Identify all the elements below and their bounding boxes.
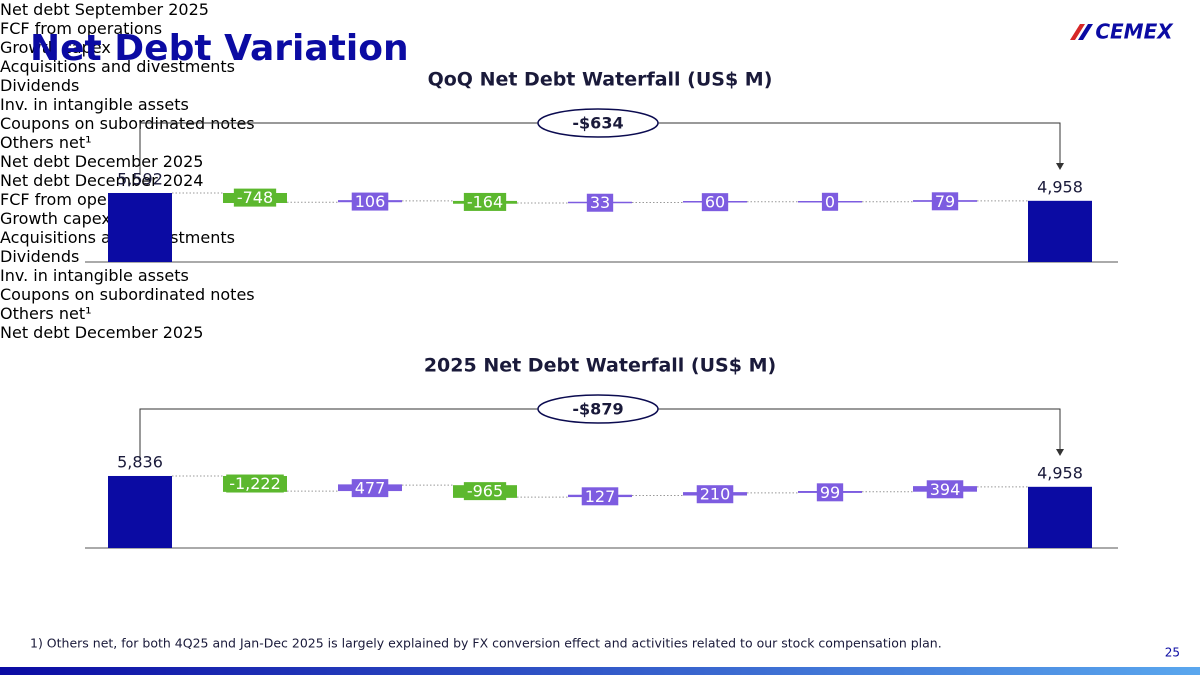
category-label: FCF from operations [0,19,163,38]
value-label: 5,836 [117,452,163,471]
value-label-box [581,487,619,506]
value-label-box [586,193,614,212]
category-label: Net debt December 2024 [0,171,204,190]
value-label-box [351,479,389,498]
value-label: 477 [355,479,386,498]
value-label-box [351,192,389,211]
bar [1028,486,1092,548]
bottom-bar [0,667,1200,675]
category-label: Growth capex [0,209,111,228]
annotation: -$879 [572,400,623,419]
logo-mark [1070,24,1093,40]
value-label-box [463,192,507,211]
category-label: Inv. in intangible assets [0,95,189,114]
category-label: Others net¹ [0,133,92,152]
value-label-box [931,192,959,211]
value-label-box [926,480,964,499]
value-label: 33 [590,193,610,212]
category-label: Inv. in intangible assets [0,266,189,285]
value-label: -965 [467,482,503,501]
value-label-box [226,474,284,493]
category-label: Dividends [0,76,80,95]
page-number: 25 [1165,646,1180,660]
annotation-oval [537,394,659,424]
value-label-box [233,188,277,207]
category-label: Acquisitions and divestments [0,57,235,76]
value-label: 210 [700,485,731,504]
category-label: Dividends [0,247,80,266]
value-label: 106 [355,192,386,211]
value-label: -748 [237,188,273,207]
value-label: -1,222 [229,474,281,493]
logo: CEMEX [1095,20,1174,44]
value-label-box [463,482,507,501]
value-label-box [696,485,734,504]
arrow-head [1056,449,1064,456]
value-label: 79 [935,192,955,211]
value-label: 4,958 [1037,177,1083,196]
category-label: Coupons on subordinated notes [0,285,255,304]
category-label: Coupons on subordinated notes [0,114,255,133]
value-label: 5,592 [117,169,163,188]
value-label: 99 [820,483,840,502]
bar [1028,200,1092,262]
chart-title: QoQ Net Debt Waterfall (US$ M) [428,69,773,91]
category-label: Net debt December 2025 [0,152,204,171]
value-label: 127 [585,487,616,506]
footnote: 1) Others net, for both 4Q25 and Jan-Dec… [30,636,942,651]
annotation-oval [537,108,659,138]
bar [108,475,172,548]
value-label-box [816,483,844,502]
value-label: 60 [705,193,725,212]
value-label: 4,958 [1037,463,1083,482]
value-label-box [701,193,729,212]
category-label: Others net¹ [0,304,92,323]
value-label-box [821,192,839,211]
bar [108,192,172,262]
annotation: -$634 [572,114,623,133]
category-label: Growth capex [0,38,111,57]
category-label: Net debt September 2025 [0,0,209,19]
category-label: Net debt December 2025 [0,323,204,342]
value-label: 394 [930,480,961,499]
value-label: -164 [467,192,503,211]
arrow-head [1056,163,1064,170]
chart-title: 2025 Net Debt Waterfall (US$ M) [424,355,776,377]
value-label: 0 [825,192,835,211]
slide-title: Net Debt Variation [30,28,409,69]
